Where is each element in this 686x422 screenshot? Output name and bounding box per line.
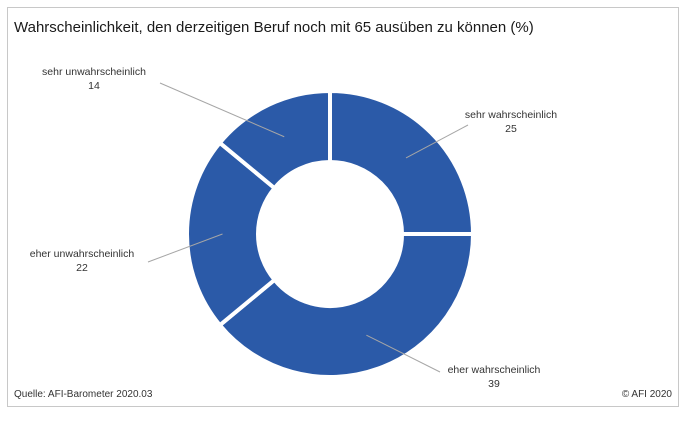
donut-slices [185, 88, 476, 379]
slice-value-label: 14 [88, 80, 100, 92]
leader-lines [147, 82, 469, 373]
slice-category-label: eher wahrscheinlich [448, 364, 541, 376]
slice-category-label: sehr unwahrscheinlich [42, 66, 146, 78]
slice-value-label: 39 [488, 378, 500, 390]
chart-title: Wahrscheinlichkeit, den derzeitigen Beru… [14, 19, 534, 36]
leader-line-4 [159, 82, 285, 138]
slice-value-label: 25 [505, 123, 517, 135]
leader-line-1 [405, 124, 469, 159]
source-note: Quelle: AFI-Barometer 2020.03 [14, 389, 153, 400]
slice-value-label: 22 [76, 262, 88, 274]
leader-line-3 [147, 233, 223, 263]
leader-line-2 [366, 334, 441, 373]
slice-labels: sehr wahrscheinlich 25 eher wahrscheinlich… [30, 66, 558, 390]
slice-category-label: eher unwahrscheinlich [30, 248, 135, 260]
donut-slice-3 [185, 140, 278, 328]
donut-slice-4 [217, 88, 332, 191]
copyright-note: © AFI 2020 [621, 389, 672, 400]
slice-category-label: sehr wahrscheinlich [465, 109, 557, 121]
donut-slice-2 [216, 232, 476, 379]
donut-slice-1 [328, 88, 476, 236]
